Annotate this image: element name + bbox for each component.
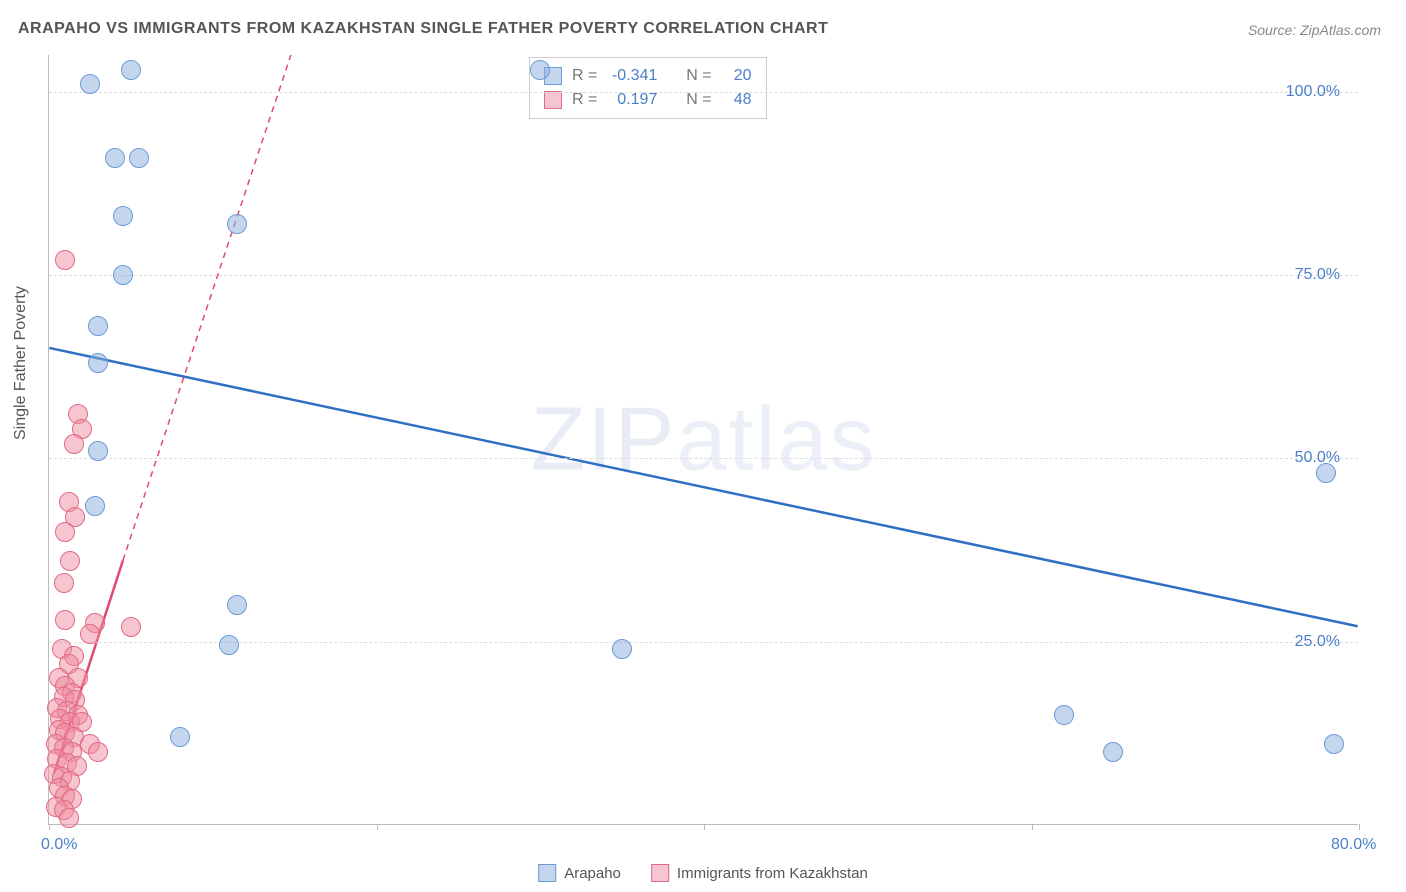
x-tick-label: 0.0%: [41, 836, 77, 854]
data-point: [170, 727, 190, 747]
gridline: [49, 458, 1358, 459]
y-tick-label: 100.0%: [1286, 83, 1340, 101]
data-point: [55, 522, 75, 542]
data-point: [64, 434, 84, 454]
data-point: [60, 551, 80, 571]
legend-swatch: [651, 864, 669, 882]
y-tick-label: 50.0%: [1295, 449, 1340, 467]
data-point: [88, 353, 108, 373]
data-point: [105, 148, 125, 168]
stat-n-value: 20: [722, 64, 752, 88]
data-point: [55, 610, 75, 630]
y-axis-label: Single Father Poverty: [12, 286, 30, 440]
stats-row: R = -0.341 N = 20: [544, 64, 752, 88]
gridline: [49, 92, 1358, 93]
data-point: [88, 441, 108, 461]
data-point: [80, 74, 100, 94]
data-point: [1316, 463, 1336, 483]
data-point: [88, 316, 108, 336]
data-point: [612, 639, 632, 659]
y-tick-label: 25.0%: [1295, 633, 1340, 651]
plot-area: ZIPatlas R =-0.341 N =20R =0.197 N =48 2…: [48, 55, 1358, 825]
legend-swatch: [544, 91, 562, 109]
x-tick-label: 80.0%: [1331, 836, 1376, 854]
stat-r-value: -0.341: [607, 64, 657, 88]
stat-n-label: N =: [686, 64, 711, 88]
chart-container: ARAPAHO VS IMMIGRANTS FROM KAZAKHSTAN SI…: [0, 0, 1406, 892]
data-point: [54, 573, 74, 593]
data-point: [121, 60, 141, 80]
data-point: [88, 742, 108, 762]
data-point: [113, 206, 133, 226]
legend-label: Arapaho: [564, 865, 621, 882]
data-point: [85, 496, 105, 516]
data-point: [121, 617, 141, 637]
data-point: [80, 624, 100, 644]
data-point: [1054, 705, 1074, 725]
x-tick: [377, 824, 378, 830]
data-point: [530, 60, 550, 80]
data-point: [113, 265, 133, 285]
x-tick: [1359, 824, 1360, 830]
legend-item: Immigrants from Kazakhstan: [651, 864, 868, 882]
data-point: [1103, 742, 1123, 762]
legend-bottom: Arapaho Immigrants from Kazakhstan: [538, 864, 868, 882]
data-point: [129, 148, 149, 168]
x-tick: [704, 824, 705, 830]
legend-label: Immigrants from Kazakhstan: [677, 865, 868, 882]
gridline: [49, 275, 1358, 276]
trend-lines: [49, 55, 1358, 824]
legend-swatch: [538, 864, 556, 882]
x-tick: [49, 824, 50, 830]
x-tick: [1032, 824, 1033, 830]
gridline: [49, 642, 1358, 643]
data-point: [55, 250, 75, 270]
data-point: [1324, 734, 1344, 754]
y-tick-label: 75.0%: [1295, 266, 1340, 284]
data-point: [59, 808, 79, 828]
chart-title: ARAPAHO VS IMMIGRANTS FROM KAZAKHSTAN SI…: [18, 20, 828, 38]
data-point: [227, 595, 247, 615]
stat-r-label: R =: [572, 64, 597, 88]
source-label: Source: ZipAtlas.com: [1248, 22, 1381, 38]
legend-item: Arapaho: [538, 864, 621, 882]
data-point: [219, 635, 239, 655]
watermark: ZIPatlas: [530, 388, 876, 491]
stats-legend-box: R =-0.341 N =20R =0.197 N =48: [529, 57, 767, 119]
data-point: [227, 214, 247, 234]
